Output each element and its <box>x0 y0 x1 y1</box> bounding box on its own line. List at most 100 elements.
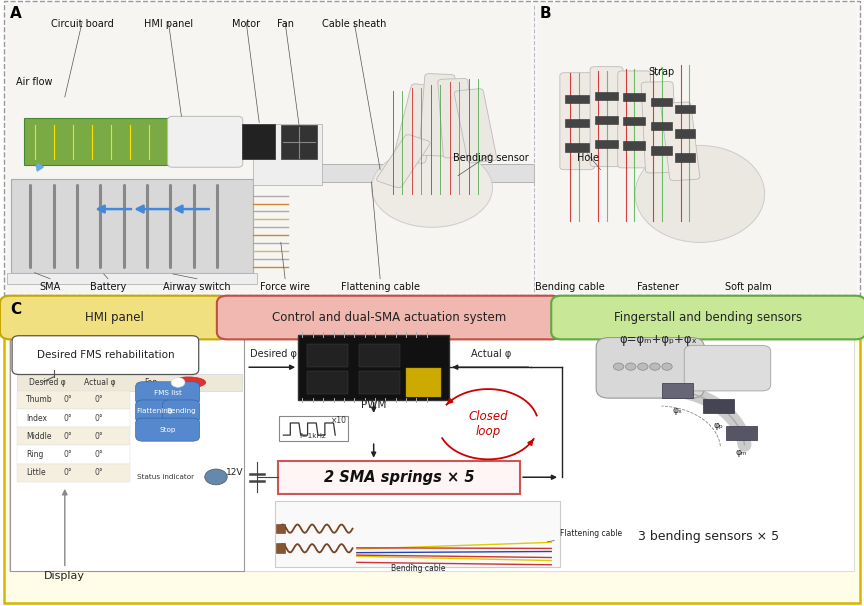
Text: Airway switch: Airway switch <box>163 282 231 292</box>
Text: HMI panel: HMI panel <box>85 311 143 324</box>
FancyBboxPatch shape <box>17 374 242 391</box>
Text: 0°: 0° <box>95 396 104 404</box>
FancyBboxPatch shape <box>10 338 244 571</box>
FancyBboxPatch shape <box>17 391 130 409</box>
FancyBboxPatch shape <box>17 409 130 427</box>
Text: ×10: ×10 <box>330 416 346 425</box>
FancyBboxPatch shape <box>595 140 618 148</box>
FancyBboxPatch shape <box>136 418 200 441</box>
Text: 0°: 0° <box>63 414 72 422</box>
Circle shape <box>171 378 185 387</box>
FancyBboxPatch shape <box>703 399 734 413</box>
FancyBboxPatch shape <box>595 92 618 100</box>
Text: 0°: 0° <box>95 450 104 459</box>
Text: 0°: 0° <box>63 432 72 441</box>
Circle shape <box>205 469 227 485</box>
Text: Flattening cable: Flattening cable <box>340 282 420 292</box>
Circle shape <box>626 363 636 370</box>
FancyBboxPatch shape <box>24 118 169 165</box>
FancyBboxPatch shape <box>565 95 589 103</box>
Text: 0°: 0° <box>63 468 72 477</box>
FancyBboxPatch shape <box>7 273 257 284</box>
Text: Motor: Motor <box>232 19 260 30</box>
FancyBboxPatch shape <box>726 425 757 440</box>
Text: Force wire: Force wire <box>260 282 310 292</box>
Text: f=1kHz: f=1kHz <box>301 433 327 439</box>
FancyBboxPatch shape <box>618 71 651 168</box>
FancyBboxPatch shape <box>537 3 857 293</box>
Text: Flattening: Flattening <box>136 408 173 415</box>
FancyBboxPatch shape <box>595 116 618 124</box>
Text: Fingerstall and bending sensors: Fingerstall and bending sensors <box>614 311 803 324</box>
FancyBboxPatch shape <box>298 335 449 400</box>
Text: Desired φ: Desired φ <box>29 378 66 387</box>
FancyBboxPatch shape <box>393 84 443 163</box>
FancyBboxPatch shape <box>590 67 623 167</box>
FancyBboxPatch shape <box>281 125 317 159</box>
Text: 12V: 12V <box>226 468 244 477</box>
FancyBboxPatch shape <box>168 116 243 167</box>
Text: FMS list: FMS list <box>154 390 181 396</box>
Text: 0°: 0° <box>95 468 104 477</box>
FancyBboxPatch shape <box>136 382 200 405</box>
Text: Display: Display <box>44 570 86 581</box>
FancyBboxPatch shape <box>623 93 645 101</box>
FancyBboxPatch shape <box>565 143 589 152</box>
Text: Desired FMS rehabilitation: Desired FMS rehabilitation <box>36 350 175 360</box>
Text: Circuit board: Circuit board <box>51 19 113 30</box>
FancyBboxPatch shape <box>17 427 130 445</box>
Ellipse shape <box>171 377 206 388</box>
FancyBboxPatch shape <box>454 88 497 163</box>
FancyBboxPatch shape <box>307 371 348 394</box>
Text: Bending sensor: Bending sensor <box>453 153 529 163</box>
FancyBboxPatch shape <box>560 73 594 170</box>
FancyBboxPatch shape <box>662 383 693 398</box>
Text: C: C <box>10 302 22 317</box>
Text: Soft palm: Soft palm <box>725 282 772 292</box>
FancyBboxPatch shape <box>278 461 520 494</box>
Text: 0°: 0° <box>95 432 104 441</box>
Text: Flattening cable: Flattening cable <box>547 529 622 542</box>
FancyBboxPatch shape <box>651 122 672 130</box>
Text: Bending: Bending <box>166 408 196 415</box>
FancyBboxPatch shape <box>675 105 695 113</box>
Text: Fan: Fan <box>276 19 294 30</box>
FancyBboxPatch shape <box>276 544 285 553</box>
Text: SMA: SMA <box>40 282 60 292</box>
Text: Ring: Ring <box>26 450 43 459</box>
Circle shape <box>638 363 648 370</box>
FancyBboxPatch shape <box>217 296 562 339</box>
FancyBboxPatch shape <box>12 336 199 375</box>
FancyBboxPatch shape <box>623 141 645 150</box>
Ellipse shape <box>372 148 492 227</box>
Text: Cable sheath: Cable sheath <box>322 19 386 30</box>
Text: Stop: Stop <box>159 427 176 433</box>
FancyBboxPatch shape <box>596 338 704 398</box>
FancyBboxPatch shape <box>4 298 860 603</box>
Text: Fan: Fan <box>144 378 158 387</box>
Text: φₓ: φₓ <box>672 405 683 415</box>
FancyBboxPatch shape <box>11 179 253 273</box>
FancyBboxPatch shape <box>7 3 531 293</box>
FancyBboxPatch shape <box>675 153 695 162</box>
Text: Status indicator: Status indicator <box>137 474 194 480</box>
Text: Strap: Strap <box>649 67 675 77</box>
Ellipse shape <box>635 145 765 242</box>
FancyBboxPatch shape <box>641 82 677 173</box>
Text: Middle: Middle <box>26 432 52 441</box>
Text: Fastener: Fastener <box>638 282 679 292</box>
Text: φₘ: φₘ <box>735 448 747 457</box>
FancyBboxPatch shape <box>623 117 645 125</box>
Text: B: B <box>540 6 551 21</box>
Text: PWM: PWM <box>361 400 386 410</box>
Text: 2 SMA springs × 5: 2 SMA springs × 5 <box>324 470 474 485</box>
FancyBboxPatch shape <box>551 296 864 339</box>
FancyBboxPatch shape <box>684 345 771 391</box>
FancyBboxPatch shape <box>17 464 130 482</box>
FancyBboxPatch shape <box>162 400 200 423</box>
FancyBboxPatch shape <box>276 524 285 533</box>
Text: 0°: 0° <box>63 450 72 459</box>
Text: Bending cable: Bending cable <box>536 282 605 292</box>
Text: Bending cable: Bending cable <box>391 564 446 573</box>
FancyBboxPatch shape <box>651 98 672 106</box>
